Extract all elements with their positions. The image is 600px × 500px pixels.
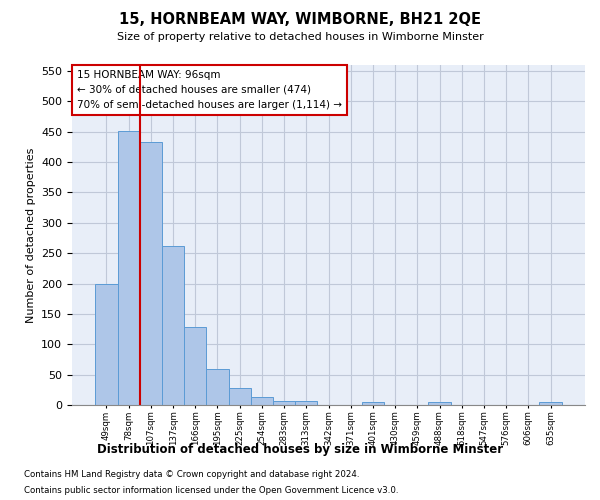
Bar: [229, 388, 251, 405]
Bar: [206, 368, 229, 405]
Bar: [428, 402, 451, 405]
Bar: [273, 401, 295, 405]
Text: Contains public sector information licensed under the Open Government Licence v3: Contains public sector information licen…: [24, 486, 398, 495]
Bar: [251, 396, 273, 405]
Text: 15 HORNBEAM WAY: 96sqm
← 30% of detached houses are smaller (474)
70% of semi-de: 15 HORNBEAM WAY: 96sqm ← 30% of detached…: [77, 70, 342, 110]
Bar: [95, 284, 118, 405]
Bar: [140, 142, 162, 405]
Bar: [295, 402, 317, 405]
Text: Size of property relative to detached houses in Wimborne Minster: Size of property relative to detached ho…: [116, 32, 484, 42]
Bar: [162, 246, 184, 405]
Text: 15, HORNBEAM WAY, WIMBORNE, BH21 2QE: 15, HORNBEAM WAY, WIMBORNE, BH21 2QE: [119, 12, 481, 26]
Bar: [184, 326, 206, 405]
Text: Contains HM Land Registry data © Crown copyright and database right 2024.: Contains HM Land Registry data © Crown c…: [24, 470, 359, 479]
Y-axis label: Number of detached properties: Number of detached properties: [26, 148, 35, 322]
Text: Distribution of detached houses by size in Wimborne Minster: Distribution of detached houses by size …: [97, 442, 503, 456]
Bar: [539, 402, 562, 405]
Bar: [118, 130, 140, 405]
Bar: [362, 402, 384, 405]
